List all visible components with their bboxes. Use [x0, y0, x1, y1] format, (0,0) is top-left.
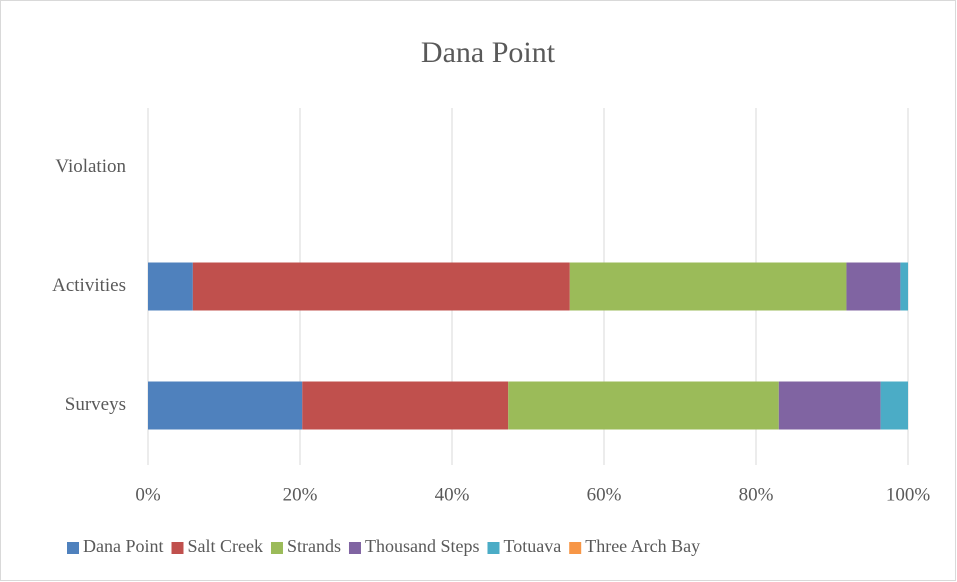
bar-segment — [900, 262, 908, 311]
legend-swatch — [569, 542, 582, 554]
bar-segment — [148, 262, 193, 311]
bar-segment — [148, 381, 303, 430]
legend-swatch — [487, 542, 500, 554]
bar-segment — [192, 262, 570, 311]
x-tick-label: 20% — [283, 484, 318, 505]
x-tick-label: 80% — [739, 484, 774, 505]
y-tick-label: Activities — [52, 275, 126, 296]
legend-label: Salt Creek — [188, 536, 263, 556]
legend-label: Totuava — [503, 536, 561, 556]
bar-segment — [778, 381, 881, 430]
bar-segment — [880, 381, 908, 430]
bar-segment — [508, 381, 779, 430]
bar-segment — [846, 262, 901, 311]
legend-label: Three Arch Bay — [585, 536, 700, 556]
legend-label: Thousand Steps — [365, 536, 480, 556]
legend-swatch — [67, 542, 79, 554]
y-tick-label: Surveys — [65, 394, 126, 415]
legend-swatch — [171, 542, 184, 554]
bar-segment — [302, 381, 509, 430]
x-tick-label: 60% — [587, 484, 622, 505]
x-tick-label: 100% — [886, 484, 931, 505]
bar-segment — [569, 262, 847, 311]
chart-title: Dana Point — [421, 36, 556, 69]
legend-swatch — [348, 542, 361, 554]
x-tick-label: 40% — [435, 484, 470, 505]
legend-swatch — [270, 542, 283, 554]
y-tick-label: Violation — [55, 156, 126, 177]
legend-label: Strands — [287, 536, 341, 556]
legend-label: Dana Point — [83, 536, 164, 556]
x-tick-label: 0% — [135, 484, 161, 505]
